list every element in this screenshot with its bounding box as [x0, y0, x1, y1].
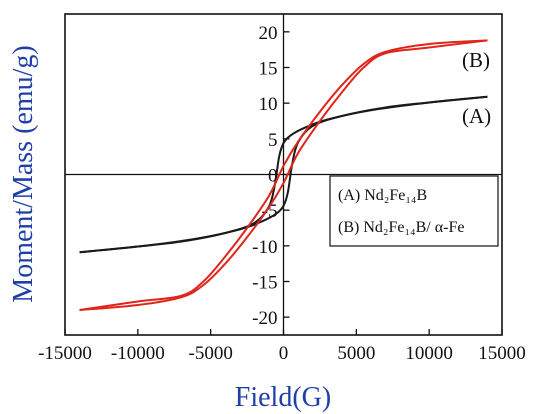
y-tick-label: 10 [259, 94, 278, 115]
x-tick-label: 5000 [337, 343, 375, 364]
legend: (A) Nd₂Fe₁₄B (B) Nd₂Fe₁₄B/ α-Fe [329, 175, 499, 247]
y-ticks: -20 -15 -10 -5 0 5 10 15 20 [252, 23, 290, 329]
series-tag: (B) [462, 48, 490, 72]
x-ticks: -15000 -10000 -5000 0 5000 10000 15000 [38, 329, 526, 364]
y-tick-label: -5 [262, 201, 278, 222]
y-tick-label: -15 [252, 273, 277, 294]
y-tick-label: -10 [252, 237, 277, 258]
y-tick-label: 15 [259, 59, 278, 80]
x-tick-label: 10000 [405, 343, 453, 364]
y-axis-title: Moment/Mass (emu/g) [8, 45, 39, 302]
series-0-branch-1 [79, 95, 488, 254]
x-axis-title: Field(G) [235, 382, 331, 413]
y-tick-label: 5 [268, 130, 278, 151]
legend-entry-a: (A) Nd₂Fe₁₄B [338, 187, 427, 204]
series-1-branch-0 [79, 39, 488, 312]
x-tick-label: 0 [279, 343, 289, 364]
x-tick-label: -15000 [38, 343, 92, 364]
x-tick-label: -10000 [111, 343, 165, 364]
series-tags: (A) (B) [462, 48, 491, 128]
legend-box [329, 175, 499, 247]
y-tick-label: 0 [268, 166, 278, 187]
y-tick-label: 20 [259, 23, 278, 44]
series-layer [79, 39, 488, 312]
x-tick-label: -5000 [189, 343, 233, 364]
series-tag: (A) [462, 104, 491, 128]
legend-entry-b: (B) Nd₂Fe₁₄B/ α-Fe [338, 219, 464, 236]
series-1-branch-1 [79, 39, 488, 312]
x-tick-label: 15000 [478, 343, 526, 364]
y-tick-label: -20 [252, 308, 277, 329]
